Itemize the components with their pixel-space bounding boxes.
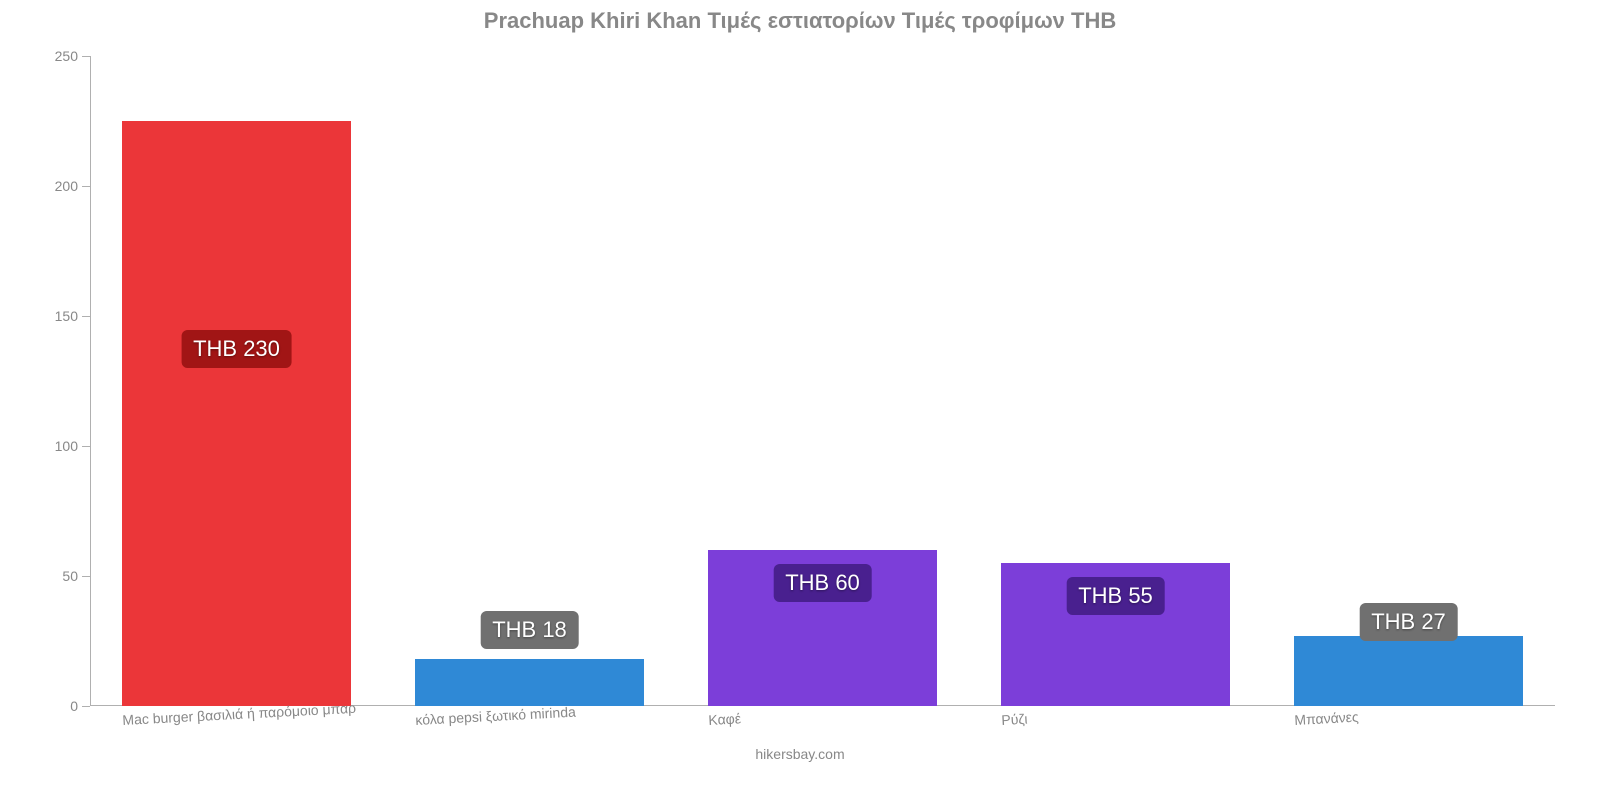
bar-value-label: THB 60 (773, 564, 872, 602)
y-tick (82, 56, 90, 57)
plot-area: 050100150200250THB 230Mac burger βασιλιά… (90, 56, 1555, 706)
y-tick-label: 50 (62, 568, 78, 584)
bar-value-label: THB 55 (1066, 577, 1165, 615)
category-label: Καφέ (708, 710, 741, 728)
price-bar-chart: Prachuap Khiri Khan Τιμές εστιατορίων Τι… (0, 0, 1600, 800)
category-label: Ρύζι (1001, 711, 1028, 728)
category-label: κόλα pepsi ξωτικό mirinda (415, 704, 576, 728)
y-tick (82, 316, 90, 317)
bar (122, 121, 351, 706)
y-axis-line (90, 56, 91, 706)
y-tick-label: 200 (55, 178, 78, 194)
category-label: Μπανάνες (1294, 709, 1359, 728)
y-tick-label: 100 (55, 438, 78, 454)
y-tick-label: 0 (70, 698, 78, 714)
y-tick (82, 706, 90, 707)
bar-value-label: THB 18 (480, 611, 579, 649)
bar-value-label: THB 230 (181, 330, 292, 368)
chart-title: Prachuap Khiri Khan Τιμές εστιατορίων Τι… (0, 8, 1600, 38)
bar (1294, 636, 1523, 706)
bar-value-label: THB 27 (1359, 603, 1458, 641)
attribution-text: hikersbay.com (755, 746, 844, 762)
y-tick (82, 446, 90, 447)
y-tick (82, 576, 90, 577)
bar (415, 659, 644, 706)
y-tick-label: 250 (55, 48, 78, 64)
y-tick-label: 150 (55, 308, 78, 324)
y-tick (82, 186, 90, 187)
